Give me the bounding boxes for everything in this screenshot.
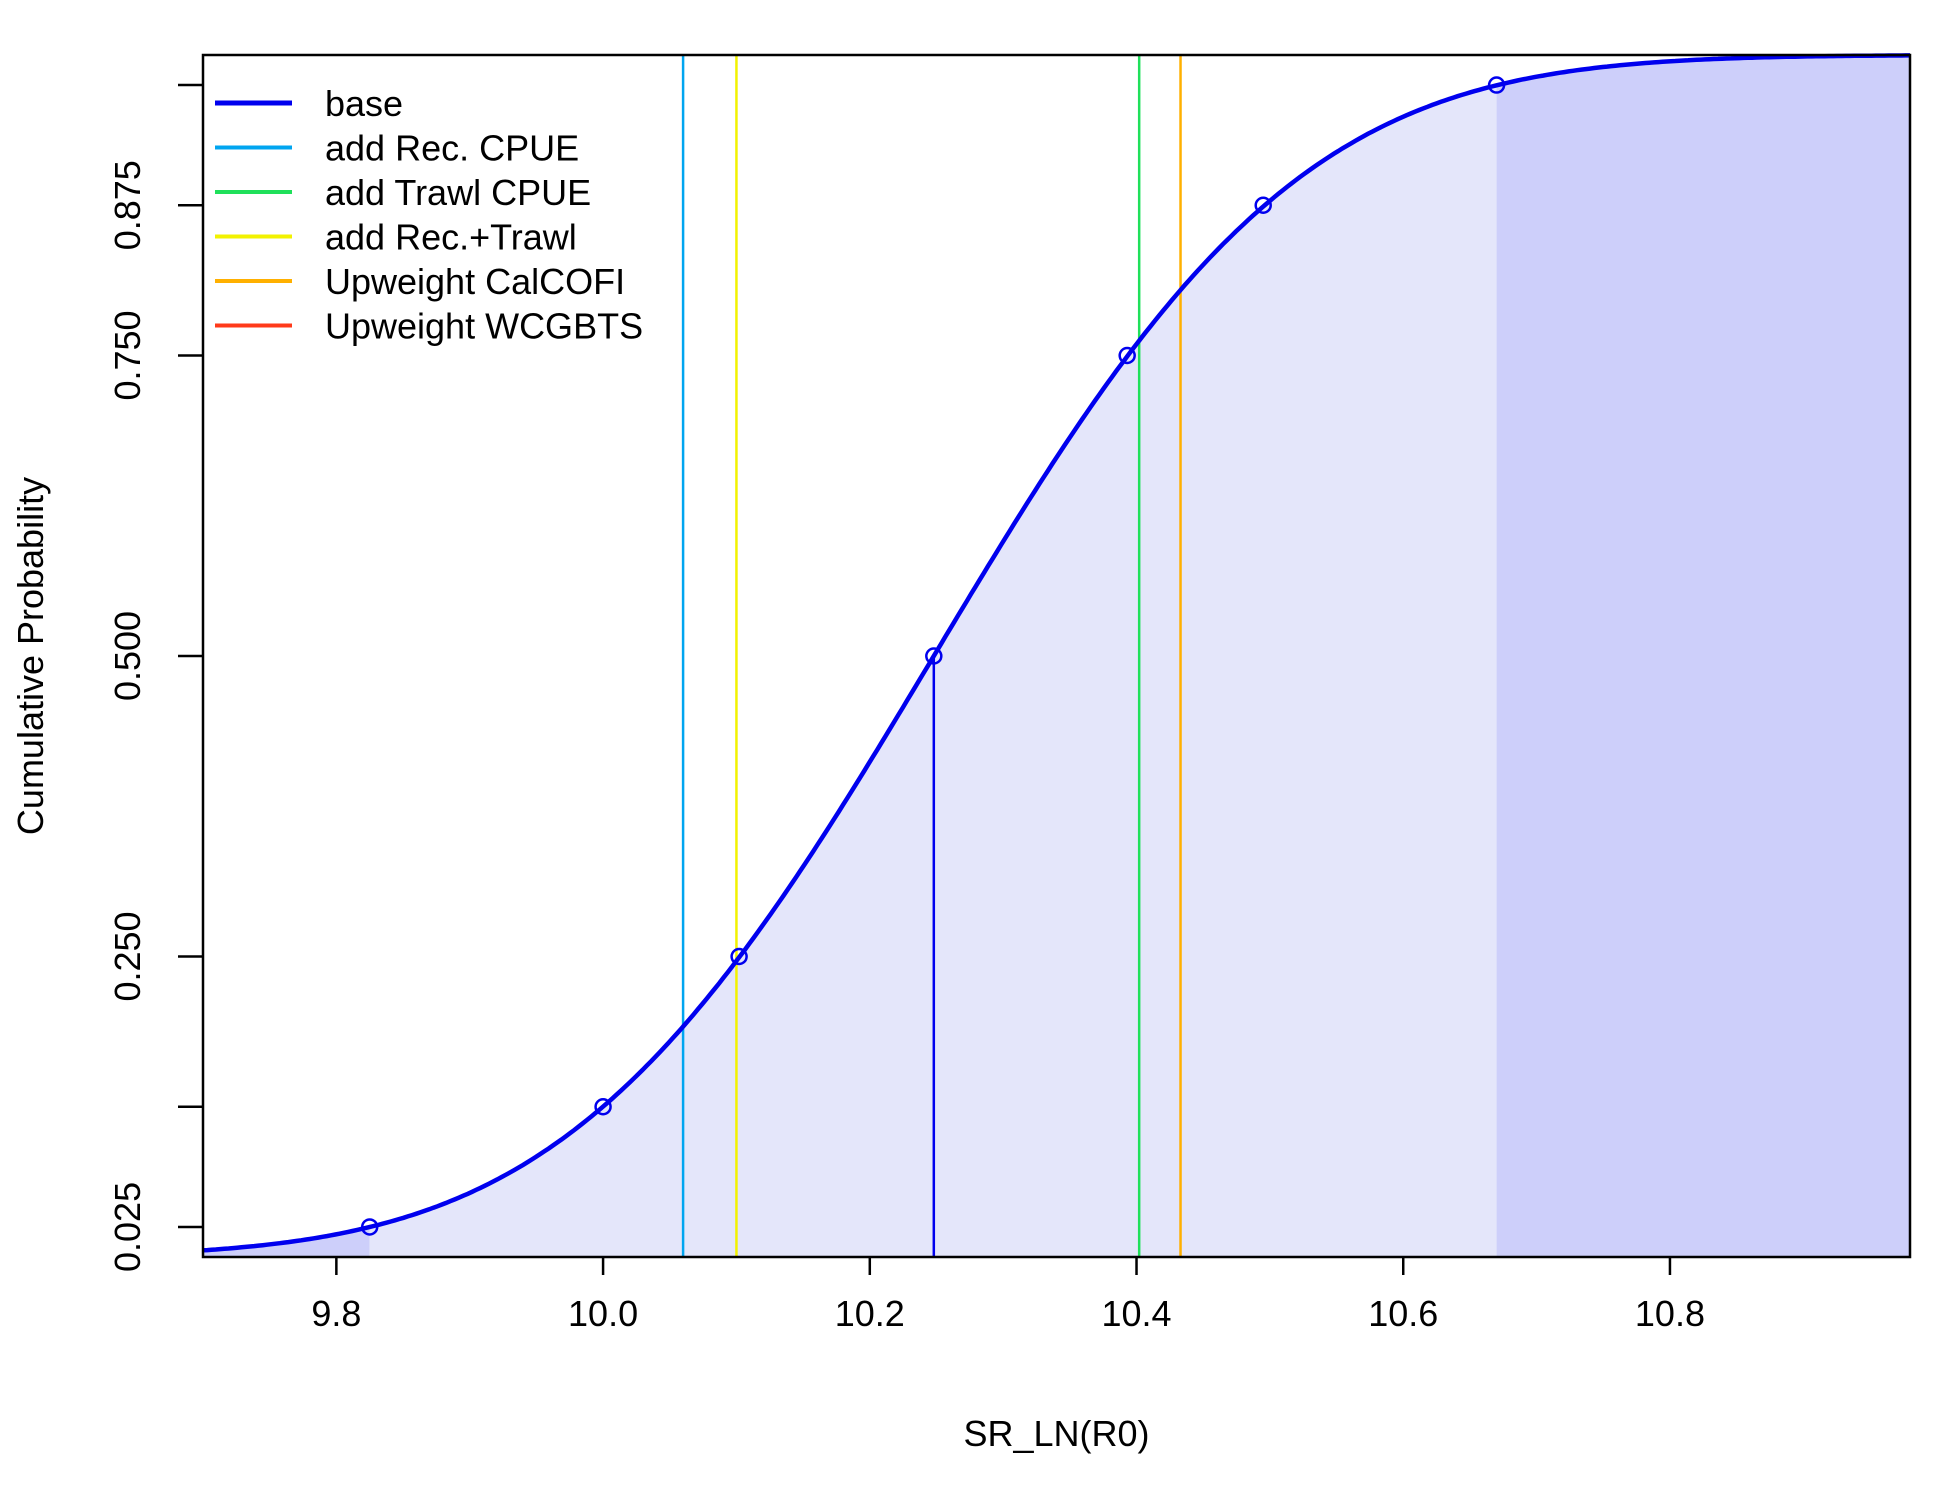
legend-label: Upweight WCGBTS	[325, 306, 643, 347]
x-tick-label: 10.6	[1368, 1293, 1438, 1334]
base-cdf-curve	[202, 53, 1910, 1253]
legend-label: base	[325, 83, 403, 124]
quantile-point	[1118, 346, 1136, 365]
x-tick-label: 10.2	[835, 1293, 905, 1334]
quantile-point	[360, 1218, 379, 1236]
legend-label: add Trawl CPUE	[325, 172, 591, 213]
upper-tail-shade	[1496, 55, 1910, 1257]
legend-label: Upweight CalCOFI	[325, 261, 625, 302]
x-tick-label: 10.0	[568, 1293, 638, 1334]
quantile-point	[925, 647, 943, 665]
y-tick-label: 0.500	[107, 611, 148, 701]
curve-layer	[202, 53, 1910, 1257]
x-tick-label: 10.4	[1101, 1293, 1171, 1334]
x-tick-label: 9.8	[311, 1293, 361, 1334]
quantile-point	[1254, 196, 1272, 214]
vertical-lines-layer	[681, 55, 1182, 1257]
y-tick-label: 0.875	[107, 160, 148, 250]
quantile-point	[594, 1098, 612, 1116]
axes-layer: 9.8 10.0 10.2 10.4 10.6 10.8 0.025 0.250 0.500 0.…	[107, 53, 1912, 1334]
quantile-point	[730, 947, 748, 966]
x-axis-title: SR_LN(R0)	[963, 1413, 1149, 1454]
lower-tail-shade	[203, 1227, 370, 1257]
quantile-point	[1487, 76, 1506, 94]
y-tick-label: 0.025	[107, 1182, 148, 1272]
y-tick-label: 0.750	[107, 310, 148, 400]
legend-label: add Rec.+Trawl	[325, 217, 577, 258]
y-tick-label: 0.250	[107, 911, 148, 1001]
quantile-points-layer	[360, 76, 1506, 1236]
legend-label: add Rec. CPUE	[325, 128, 579, 169]
y-axis-title: Cumulative Probability	[10, 477, 51, 835]
x-tick-label: 10.8	[1635, 1293, 1705, 1334]
